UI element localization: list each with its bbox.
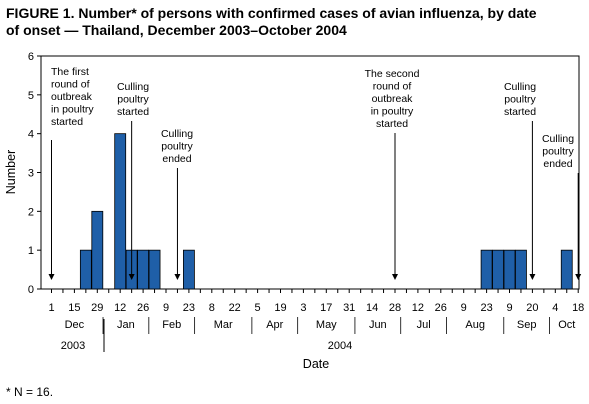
month-label: Oct — [558, 319, 575, 331]
x-axis-title: Date — [303, 357, 329, 371]
bar — [79, 249, 92, 290]
bar — [148, 249, 161, 290]
bar — [91, 210, 104, 290]
x-tick-label: 18 — [572, 302, 584, 314]
month-label: Jun — [369, 319, 387, 331]
plot-frame — [40, 55, 580, 290]
annotation-line: poultry — [504, 94, 536, 106]
x-tick-label: 8 — [209, 302, 215, 314]
annotation-line: round of — [373, 81, 412, 93]
y-axis-ticks: 0 1 2 3 4 5 6 — [28, 51, 41, 296]
month-separators — [102, 317, 550, 334]
x-tick-label: 9 — [506, 302, 512, 314]
annotation-line: The first — [51, 66, 89, 78]
footnote: * N = 16. — [6, 385, 53, 399]
chart-title-line2: of onset — Thailand, December 2003–Octob… — [6, 22, 347, 38]
bar — [515, 249, 527, 290]
y-tick-label: 3 — [28, 168, 34, 180]
annotation-line: poultry — [117, 94, 149, 106]
month-label: May — [316, 319, 337, 331]
annotation-line: ended — [543, 158, 572, 170]
annotation-arrow-head — [48, 274, 55, 280]
x-tick-label: 14 — [366, 302, 378, 314]
x-tick-label: 9 — [163, 302, 169, 314]
x-tick-label: 3 — [300, 302, 306, 314]
chart-title-line1: FIGURE 1. Number* of persons with confir… — [6, 5, 537, 21]
x-tick-label: 20 — [526, 302, 538, 314]
annotation-line: started — [504, 106, 536, 118]
annotation-line: outbreak — [51, 91, 93, 103]
x-tick-label: 12 — [412, 302, 424, 314]
annotation-line: started — [376, 118, 408, 130]
x-tick-label: 15 — [68, 302, 80, 314]
y-tick-label: 4 — [28, 129, 34, 141]
y-tick-label: 6 — [28, 51, 34, 63]
x-tick-label: 17 — [320, 302, 332, 314]
annotation-line: Culling — [117, 81, 149, 93]
year-label-2003: 2003 — [61, 340, 85, 352]
annotation-arrow-head — [529, 274, 536, 280]
month-label: Aug — [465, 319, 485, 331]
month-label: Feb — [162, 319, 181, 331]
x-axis-ticks: 1 15 29 12 26 9 23 8 22 5 19 3 17 31 14 28 12 26 9 23 9 20 4 18 — [48, 289, 584, 314]
y-tick-label: 1 — [28, 245, 34, 257]
bar — [560, 249, 573, 290]
x-tick-label: 5 — [255, 302, 261, 314]
annotation-arrow-head — [392, 274, 398, 280]
x-tick-label: 4 — [552, 302, 558, 314]
x-tick-label: 23 — [480, 302, 492, 314]
bar — [137, 249, 150, 290]
y-tick-label: 0 — [28, 284, 34, 296]
y-tick-label: 5 — [28, 90, 34, 102]
annotation-line: Culling — [161, 128, 193, 140]
x-tick-label: 1 — [48, 302, 54, 314]
annotation-line: Culling — [504, 81, 536, 93]
bars — [79, 133, 573, 290]
y-axis-title: Number — [4, 150, 18, 194]
x-tick-label: 22 — [229, 302, 241, 314]
annotation-line: in poultry — [371, 106, 414, 118]
x-tick-label: 19 — [274, 302, 286, 314]
bar — [503, 249, 516, 290]
month-label: Sep — [517, 319, 537, 331]
annotation-line: poultry — [542, 146, 574, 158]
month-label: Jul — [417, 319, 431, 331]
bar — [182, 249, 195, 290]
month-label: Dec — [65, 319, 85, 331]
x-tick-label: 23 — [183, 302, 195, 314]
annotation-line: in poultry — [51, 104, 94, 116]
annotation-line: started — [117, 106, 149, 118]
annotation-line: Culling — [542, 133, 574, 145]
month-label: Apr — [266, 319, 283, 331]
month-labels: Dec Jan Feb Mar Apr May Jun Jul Aug Sep Oct — [65, 319, 576, 331]
x-tick-label: 28 — [389, 302, 401, 314]
x-tick-label: 31 — [343, 302, 355, 314]
x-tick-label: 12 — [114, 302, 126, 314]
annotation-line: round of — [51, 79, 90, 91]
year-label-2004: 2004 — [328, 340, 352, 352]
annotation-line: outbreak — [372, 93, 414, 105]
month-label: Jan — [117, 319, 135, 331]
bar — [114, 133, 127, 290]
annotation-line: poultry — [161, 141, 193, 153]
bar — [492, 249, 504, 290]
annotation-arrow-head — [128, 274, 135, 280]
x-tick-label: 29 — [91, 302, 103, 314]
annotation-arrow-head — [575, 274, 582, 280]
month-label: Mar — [214, 319, 233, 331]
bar — [480, 249, 493, 290]
annotation-line: The second — [365, 68, 420, 80]
annotation-line: ended — [162, 153, 191, 165]
x-tick-label: 26 — [435, 302, 447, 314]
y-tick-label: 2 — [28, 206, 34, 218]
x-tick-label: 26 — [137, 302, 149, 314]
annotation-arrow-head — [174, 274, 181, 280]
annotation-line: started — [51, 116, 83, 128]
x-tick-label: 9 — [461, 302, 467, 314]
